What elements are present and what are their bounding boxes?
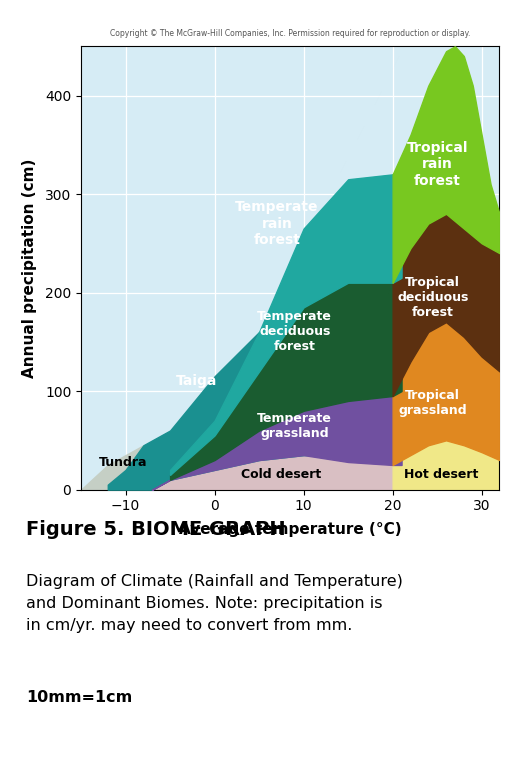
- Text: Tropical
grassland: Tropical grassland: [399, 389, 467, 417]
- X-axis label: Average temperature (°C): Average temperature (°C): [179, 522, 402, 537]
- Text: 10mm=1cm: 10mm=1cm: [26, 690, 132, 705]
- Text: Temperate
rain
forest: Temperate rain forest: [235, 200, 319, 247]
- Text: Cold desert: Cold desert: [241, 468, 322, 481]
- Text: Diagram of Climate (Rainfall and Temperature)
and Dominant Biomes. Note: precipi: Diagram of Climate (Rainfall and Tempera…: [26, 574, 403, 632]
- Text: Tropical
deciduous
forest: Tropical deciduous forest: [397, 276, 469, 319]
- Text: Figure 5. BIOME GRAPH: Figure 5. BIOME GRAPH: [26, 520, 286, 540]
- Text: Taiga: Taiga: [176, 374, 218, 389]
- Text: Hot desert: Hot desert: [404, 468, 479, 481]
- Text: Temperate
grassland: Temperate grassland: [257, 412, 332, 439]
- Text: Copyright © The McGraw-Hill Companies, Inc. Permission required for reproduction: Copyright © The McGraw-Hill Companies, I…: [110, 29, 471, 39]
- Text: Temperate
deciduous
forest: Temperate deciduous forest: [257, 311, 332, 353]
- Text: Tundra: Tundra: [99, 456, 147, 469]
- Text: Tropical
rain
forest: Tropical rain forest: [406, 141, 468, 187]
- Y-axis label: Annual precipitation (cm): Annual precipitation (cm): [21, 158, 37, 378]
